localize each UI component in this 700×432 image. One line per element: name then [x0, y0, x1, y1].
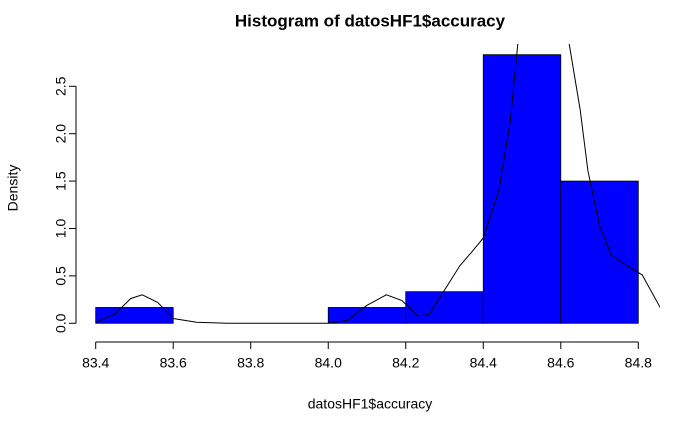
- y-tick-label: 2.0: [53, 124, 69, 144]
- chart-title: Histogram of datosHF1$accuracy: [235, 11, 506, 30]
- x-axis-label: datosHF1$accuracy: [308, 396, 433, 412]
- x-tick-label: 84.4: [470, 355, 497, 371]
- x-tick-label: 84.0: [315, 355, 342, 371]
- y-axis-label: Density: [5, 165, 21, 212]
- y-tick-label: 1.5: [53, 171, 69, 191]
- x-tick-label: 83.6: [160, 355, 187, 371]
- histogram-bar: [327, 307, 407, 324]
- x-tick-label: 83.8: [237, 355, 264, 371]
- y-tick-label: 1.0: [53, 219, 69, 239]
- x-tick-label: 83.4: [82, 355, 109, 371]
- histogram-bar: [482, 54, 562, 324]
- x-tick-label: 84.2: [392, 355, 419, 371]
- y-tick-label: 0.5: [53, 266, 69, 286]
- histogram-bar: [95, 307, 174, 324]
- histogram-bar: [405, 291, 484, 324]
- y-tick-label: 0.0: [53, 313, 69, 333]
- histogram-bar: [560, 180, 639, 324]
- y-tick-label: 2.5: [53, 76, 69, 96]
- x-tick-label: 84.6: [547, 355, 574, 371]
- density-curve: [95, 44, 660, 324]
- x-tick-label: 84.8: [625, 355, 652, 371]
